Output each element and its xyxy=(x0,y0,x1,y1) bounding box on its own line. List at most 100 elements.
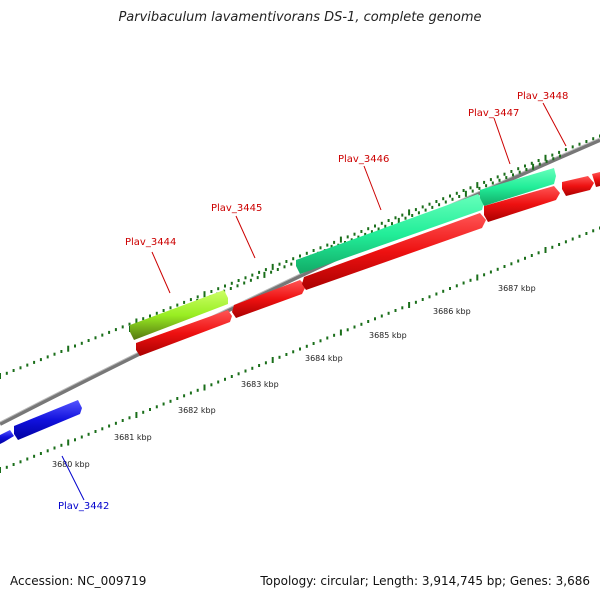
gene-label-plav-3445[interactable]: Plav_3445 xyxy=(211,203,262,214)
tick-mark xyxy=(224,377,226,381)
tick-mark xyxy=(283,265,286,269)
gene-plav-3447[interactable] xyxy=(484,186,560,222)
tick-mark xyxy=(135,412,138,418)
leader-plav-3448 xyxy=(542,102,567,147)
tick-mark xyxy=(210,290,213,293)
tick-mark xyxy=(285,260,288,263)
tick-mark xyxy=(532,163,535,170)
tick-mark xyxy=(278,262,281,266)
tick-mark xyxy=(455,191,458,195)
tick-mark xyxy=(149,408,151,411)
tick-mark xyxy=(404,216,407,220)
tick-mark xyxy=(346,235,349,239)
tick-mark xyxy=(428,202,431,206)
tick-mark xyxy=(224,284,226,288)
tick-mark xyxy=(33,360,36,364)
gene-blue-1[interactable] xyxy=(0,430,14,444)
tick-mark xyxy=(592,137,595,141)
tick-mark xyxy=(210,383,213,387)
tick-mark xyxy=(353,325,356,329)
tick-mark xyxy=(449,287,451,290)
tick-mark xyxy=(299,347,301,351)
tick-mark xyxy=(217,287,220,291)
tick-mark xyxy=(278,355,281,359)
tick-mark xyxy=(326,336,329,340)
accession-text: Accession: NC_009719 xyxy=(10,574,147,588)
tick-mark xyxy=(401,306,404,310)
tick-mark xyxy=(469,278,472,282)
tick-mark xyxy=(101,333,104,337)
tick-mark xyxy=(169,306,172,310)
gene-label-plav-3442[interactable]: Plav_3442 xyxy=(58,501,109,512)
tick-mark xyxy=(525,168,528,171)
gene-plav-3444[interactable] xyxy=(136,310,232,356)
tick-mark xyxy=(333,333,336,337)
tick-mark xyxy=(114,328,117,332)
tick-mark xyxy=(196,295,199,299)
tick-mark xyxy=(263,271,266,278)
tick-mark xyxy=(571,237,574,241)
tick-mark xyxy=(243,281,246,285)
tick-mark xyxy=(485,184,488,188)
tick-mark xyxy=(128,322,131,326)
tick-mark xyxy=(397,217,400,224)
gene-plav-3447-green[interactable] xyxy=(480,168,556,206)
tick-mark xyxy=(237,279,240,282)
tick-mark xyxy=(458,195,461,198)
tick-mark xyxy=(503,265,506,268)
tick-mark xyxy=(19,366,22,370)
tick-mark xyxy=(114,421,117,425)
tick-mark xyxy=(451,197,454,201)
tick-mark xyxy=(80,435,83,439)
tick-mark xyxy=(498,178,501,182)
tick-mark xyxy=(544,154,547,161)
tick-mark xyxy=(411,214,414,217)
tick-mark xyxy=(326,243,329,247)
tick-mark xyxy=(478,186,481,190)
tick-mark xyxy=(142,410,145,414)
tick-mark xyxy=(462,189,465,192)
tick-mark xyxy=(483,180,486,184)
tick-mark xyxy=(476,182,479,189)
tick-mark xyxy=(408,302,411,308)
tick-mark xyxy=(377,227,380,231)
tick-mark xyxy=(530,161,533,165)
gene-plav-3445[interactable] xyxy=(232,280,306,318)
tick-mark xyxy=(417,211,420,215)
gene-plav-3448[interactable] xyxy=(562,176,594,196)
tick-mark xyxy=(510,170,513,173)
gene-label-plav-3446[interactable]: Plav_3446 xyxy=(338,154,389,165)
gene-plav-3444-lime[interactable] xyxy=(130,290,228,340)
tick-row-inner xyxy=(0,134,600,379)
tick-mark xyxy=(489,270,492,274)
tick-mark xyxy=(237,372,240,376)
tick-mark xyxy=(183,300,186,304)
tick-mark xyxy=(517,259,520,263)
tick-mark xyxy=(592,229,595,233)
tick-mark xyxy=(101,427,104,431)
tick-mark xyxy=(444,200,447,204)
gene-label-plav-3448[interactable]: Plav_3448 xyxy=(517,91,568,102)
gene-red-edge[interactable] xyxy=(592,172,600,187)
tick-mark xyxy=(491,181,494,185)
tick-mark xyxy=(517,167,520,171)
tick-mark xyxy=(189,298,192,302)
tick-mark xyxy=(67,345,70,352)
tick-mark xyxy=(183,394,186,398)
gene-plav-3446[interactable] xyxy=(302,213,486,290)
tick-mark xyxy=(271,357,274,363)
tick-mark xyxy=(537,251,540,255)
tick-mark xyxy=(236,284,239,288)
gene-plav-3446-green[interactable] xyxy=(296,194,484,274)
tick-mark xyxy=(74,344,76,348)
gene-label-plav-3447[interactable]: Plav_3447 xyxy=(468,108,519,119)
gene-plav-3442[interactable] xyxy=(14,400,82,440)
gene-label-plav-3444[interactable]: Plav_3444 xyxy=(125,237,176,248)
kbp-label-3685: 3685 kbp xyxy=(369,331,407,340)
tick-mark xyxy=(496,175,499,179)
kbp-label-3686: 3686 kbp xyxy=(433,307,471,316)
tick-mark xyxy=(285,353,288,356)
tick-mark xyxy=(462,281,465,285)
tick-mark xyxy=(449,194,451,198)
tick-mark xyxy=(312,342,315,345)
